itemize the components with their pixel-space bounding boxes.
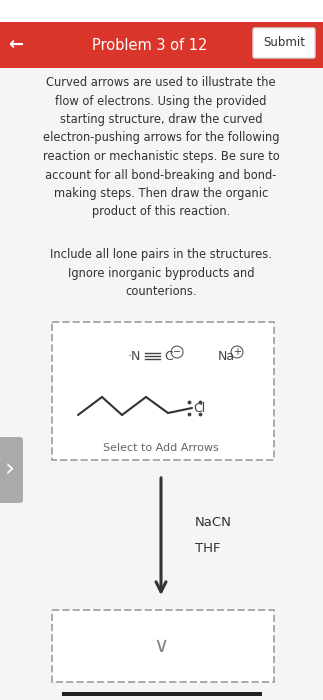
Text: −: − [173,347,181,357]
Text: Select to Add Arrows: Select to Add Arrows [103,443,219,453]
Text: ←: ← [8,36,24,54]
Bar [62,692,262,696]
Text: Submit: Submit [263,36,305,50]
Text: THF: THF [195,542,221,554]
Bar [0,0,323,22]
Text: Include all lone pairs in the structures.
Ignore inorganic byproducts and
counte: Include all lone pairs in the structures… [50,248,272,298]
Bar [52,610,274,682]
Text: Curved arrows are used to illustrate the
flow of electrons. Using the provided
s: Curved arrows are used to illustrate the… [43,76,279,218]
Text: ›: › [5,458,15,482]
Bar [0,22,323,68]
Text: Na: Na [218,349,235,363]
Text: ∨: ∨ [153,636,169,656]
Text: Problem 3 of 12: Problem 3 of 12 [92,38,208,52]
Text: ·N: ·N [128,349,141,363]
Text: NaCN: NaCN [195,515,232,528]
Text: +: + [233,347,241,357]
FancyBboxPatch shape [0,437,23,503]
Text: Cl: Cl [193,402,205,414]
Text: C: C [164,349,173,363]
Bar [52,322,274,460]
FancyBboxPatch shape [253,28,315,58]
